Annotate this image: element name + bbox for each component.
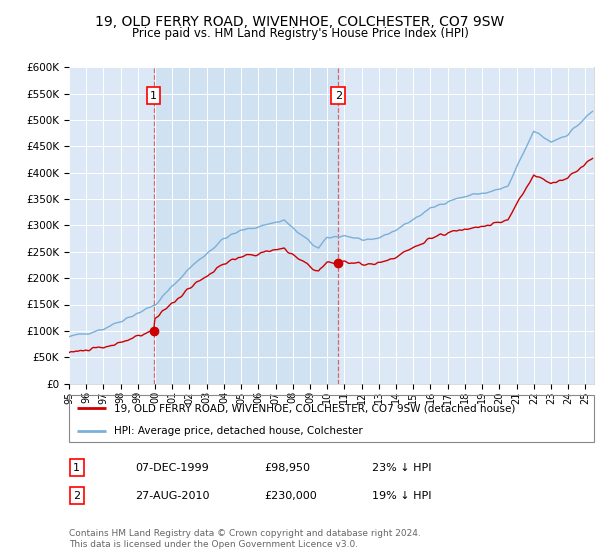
Text: Contains HM Land Registry data © Crown copyright and database right 2024.: Contains HM Land Registry data © Crown c… xyxy=(69,529,421,538)
Text: HPI: Average price, detached house, Colchester: HPI: Average price, detached house, Colc… xyxy=(113,426,362,436)
Text: 1: 1 xyxy=(150,91,157,101)
Text: £98,950: £98,950 xyxy=(264,463,310,473)
Text: Price paid vs. HM Land Registry's House Price Index (HPI): Price paid vs. HM Land Registry's House … xyxy=(131,27,469,40)
Bar xyxy=(154,67,338,384)
Text: 1: 1 xyxy=(73,463,80,473)
Text: 27-AUG-2010: 27-AUG-2010 xyxy=(135,491,209,501)
Text: This data is licensed under the Open Government Licence v3.0.: This data is licensed under the Open Gov… xyxy=(69,540,358,549)
Text: 07-DEC-1999: 07-DEC-1999 xyxy=(135,463,209,473)
Text: 19, OLD FERRY ROAD, WIVENHOE, COLCHESTER, CO7 9SW (detached house): 19, OLD FERRY ROAD, WIVENHOE, COLCHESTER… xyxy=(113,403,515,413)
Text: 2: 2 xyxy=(73,491,80,501)
Text: 23% ↓ HPI: 23% ↓ HPI xyxy=(372,463,431,473)
Text: 2: 2 xyxy=(335,91,342,101)
Text: 19% ↓ HPI: 19% ↓ HPI xyxy=(372,491,431,501)
Text: £230,000: £230,000 xyxy=(264,491,317,501)
Text: 19, OLD FERRY ROAD, WIVENHOE, COLCHESTER, CO7 9SW: 19, OLD FERRY ROAD, WIVENHOE, COLCHESTER… xyxy=(95,15,505,29)
